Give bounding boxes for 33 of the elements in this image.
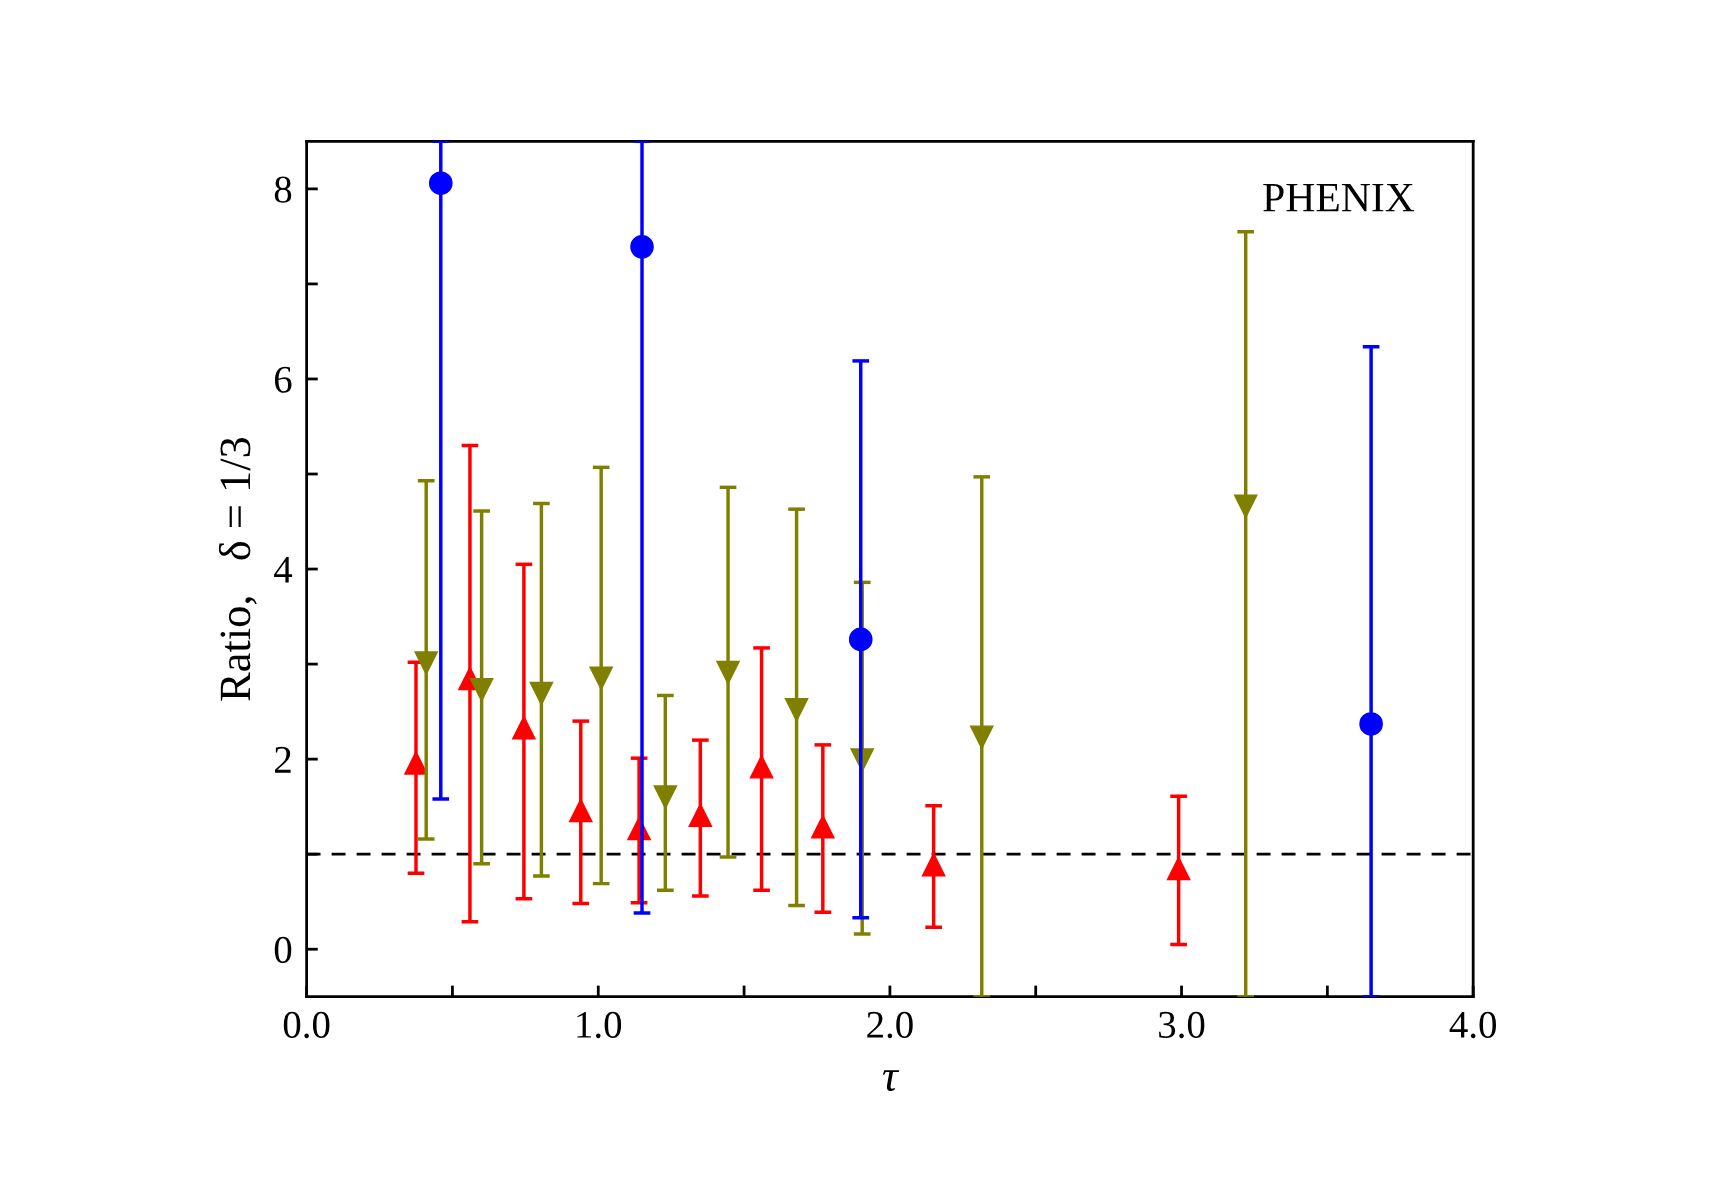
point xyxy=(529,681,554,706)
point xyxy=(969,725,994,750)
point xyxy=(848,627,873,652)
point xyxy=(1359,712,1383,736)
point xyxy=(921,852,946,877)
point xyxy=(716,660,740,685)
point xyxy=(589,666,613,691)
point xyxy=(688,803,713,828)
x-axis-title: τ xyxy=(882,1070,900,1092)
x-tick-label: 1.0 xyxy=(577,1011,622,1039)
point xyxy=(1166,856,1191,881)
point xyxy=(653,785,678,809)
point xyxy=(630,235,654,259)
y-axis-title: Ratio, δ = 1/3 xyxy=(218,437,257,701)
point xyxy=(414,651,439,675)
y-tick-label: 8 xyxy=(274,176,292,203)
y-tick-label: 2 xyxy=(275,746,291,773)
point xyxy=(784,697,809,722)
point xyxy=(749,754,774,779)
x-tick-label: 4.0 xyxy=(1449,1011,1496,1039)
point xyxy=(428,171,453,195)
point xyxy=(469,677,494,702)
point xyxy=(1233,494,1258,519)
x-tick-label: 2.0 xyxy=(867,1011,913,1039)
point xyxy=(568,798,593,823)
x-tick-label: 3.0 xyxy=(1159,1011,1205,1039)
point xyxy=(811,814,835,839)
annotation: PHENIX xyxy=(1263,183,1415,212)
x-tick-label: 0.0 xyxy=(283,1011,330,1039)
y-tick-label: 6 xyxy=(274,366,292,393)
y-tick-label: 4 xyxy=(274,556,293,583)
point xyxy=(512,715,536,740)
y-tick-label: 0 xyxy=(274,936,292,964)
